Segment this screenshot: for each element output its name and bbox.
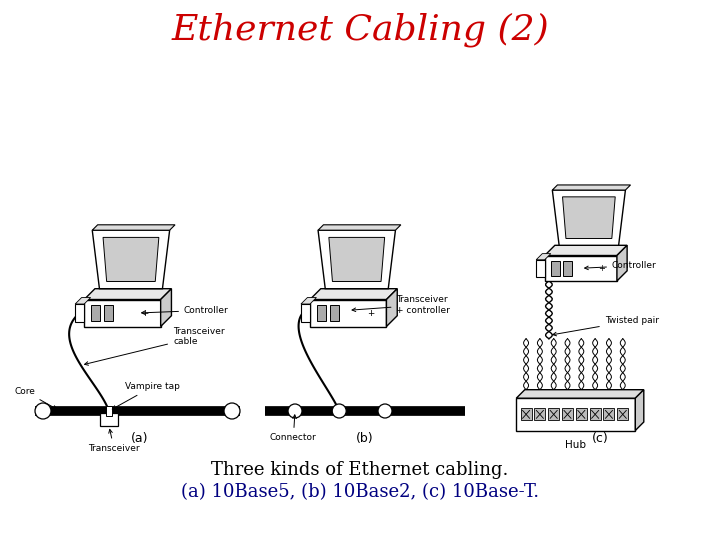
Text: Vampire tap: Vampire tap (112, 382, 180, 409)
Polygon shape (75, 298, 91, 304)
Bar (91, 305, 100, 321)
Text: Controller: Controller (142, 306, 229, 315)
Bar (617, 408, 629, 420)
Bar (603, 408, 614, 420)
Bar (104, 305, 113, 321)
Polygon shape (516, 398, 635, 430)
Text: (c): (c) (592, 432, 608, 445)
Polygon shape (635, 390, 644, 430)
Polygon shape (84, 300, 161, 327)
Text: +: + (141, 308, 148, 318)
Polygon shape (544, 255, 617, 281)
Polygon shape (516, 390, 644, 398)
Text: Transceiver
+ controller: Transceiver + controller (352, 295, 451, 315)
Polygon shape (562, 197, 615, 239)
Bar (548, 408, 559, 420)
Bar (552, 261, 560, 276)
Circle shape (35, 403, 51, 419)
Bar (330, 305, 338, 321)
Polygon shape (161, 289, 171, 327)
Bar (563, 261, 572, 276)
Text: Twisted pair: Twisted pair (553, 316, 659, 336)
Polygon shape (84, 289, 171, 300)
Bar (521, 408, 531, 420)
Polygon shape (75, 304, 84, 322)
Polygon shape (387, 289, 397, 327)
Text: Ethernet Cabling (2): Ethernet Cabling (2) (171, 13, 549, 48)
Text: Three kinds of Ethernet cabling.: Three kinds of Ethernet cabling. (211, 461, 509, 479)
Text: Transceiver: Transceiver (88, 429, 140, 453)
Polygon shape (103, 238, 159, 281)
Bar (562, 408, 573, 420)
Circle shape (332, 404, 346, 418)
Bar (107, 406, 112, 416)
Text: +: + (598, 264, 605, 273)
Polygon shape (536, 254, 551, 260)
Polygon shape (329, 238, 384, 281)
Bar (576, 408, 587, 420)
Text: Controller: Controller (585, 261, 657, 270)
Text: Core: Core (14, 387, 57, 409)
Polygon shape (536, 260, 544, 276)
Text: (b): (b) (356, 432, 374, 445)
Polygon shape (617, 245, 627, 281)
Polygon shape (301, 304, 310, 322)
Circle shape (378, 404, 392, 418)
Polygon shape (92, 225, 175, 230)
Polygon shape (310, 300, 387, 327)
Bar (534, 408, 546, 420)
Text: (a) 10Base5, (b) 10Base2, (c) 10Base-T.: (a) 10Base5, (b) 10Base2, (c) 10Base-T. (181, 483, 539, 501)
Polygon shape (310, 289, 397, 300)
Text: (a): (a) (131, 432, 149, 445)
Polygon shape (544, 245, 627, 255)
Text: Transceiver
cable: Transceiver cable (84, 327, 225, 365)
Text: Hub: Hub (565, 441, 586, 450)
Polygon shape (318, 225, 401, 230)
Polygon shape (552, 185, 631, 190)
Polygon shape (318, 230, 395, 289)
Bar (317, 305, 326, 321)
Text: +: + (366, 308, 374, 318)
Polygon shape (301, 298, 316, 304)
Bar (100, 413, 118, 426)
Bar (590, 408, 600, 420)
Circle shape (224, 403, 240, 419)
Polygon shape (92, 230, 170, 289)
Circle shape (288, 404, 302, 418)
Text: Connector: Connector (270, 415, 317, 442)
Polygon shape (552, 190, 626, 245)
